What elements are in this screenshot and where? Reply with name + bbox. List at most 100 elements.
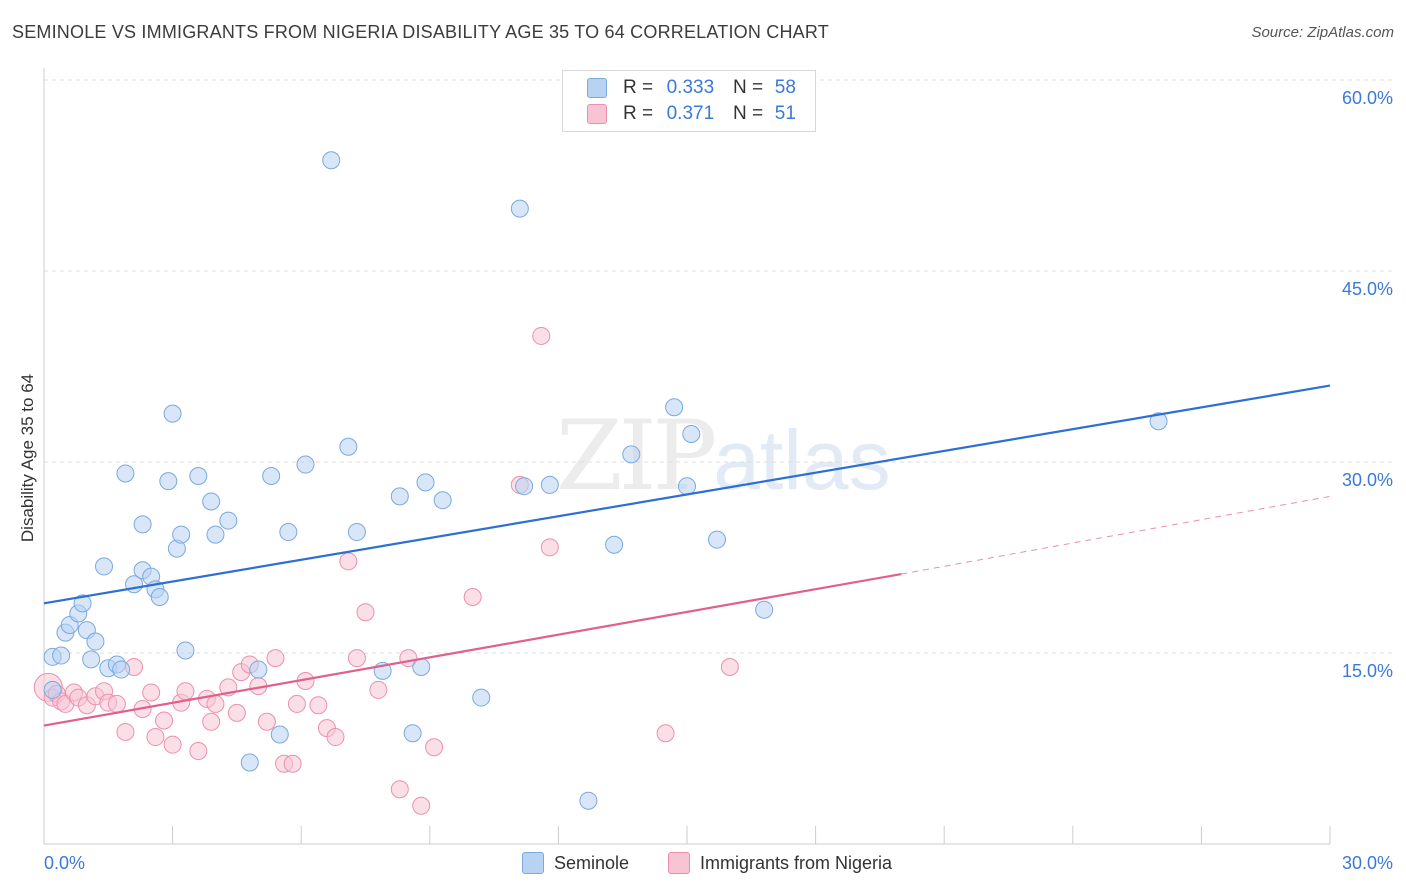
point-seminole: [116, 464, 135, 483]
point-nigeria: [287, 694, 306, 713]
legend-row-nigeria: R = 0.371 N = 51: [587, 102, 802, 126]
point-nigeria: [176, 682, 195, 701]
point-seminole: [433, 491, 452, 510]
point-seminole: [678, 477, 696, 496]
point-seminole: [240, 753, 259, 772]
legend-swatch-seminole: [587, 78, 607, 98]
point-seminole: [270, 725, 289, 744]
point-seminole: [150, 587, 169, 606]
point-seminole: [322, 151, 341, 170]
point-seminole: [176, 641, 195, 660]
point-seminole: [86, 632, 105, 651]
legend-r-value: 0.333: [666, 77, 715, 98]
grid-lines: [44, 79, 1394, 654]
point-seminole: [52, 646, 71, 665]
point-seminole: [163, 404, 182, 423]
legend-item-nigeria: Immigrants from Nigeria: [668, 852, 892, 874]
point-seminole: [755, 600, 774, 619]
y-tick-label: 30.0%: [1342, 470, 1393, 490]
point-seminole: [73, 594, 92, 613]
point-nigeria: [257, 712, 276, 731]
point-seminole: [339, 437, 358, 456]
point-seminole: [133, 515, 152, 534]
point-seminole: [262, 467, 281, 486]
point-seminole: [510, 199, 529, 218]
point-seminole: [1149, 412, 1168, 431]
point-nigeria: [206, 694, 225, 713]
point-seminole: [43, 680, 62, 699]
y-axis-label: Disability Age 35 to 64: [18, 373, 37, 543]
point-nigeria: [425, 738, 444, 757]
point-seminole: [249, 660, 268, 679]
point-nigeria: [339, 552, 358, 571]
point-seminole: [515, 477, 534, 496]
point-nigeria: [266, 649, 285, 668]
point-nigeria: [463, 587, 482, 606]
point-seminole: [206, 525, 225, 544]
legend-top: R = 0.333 N = 58 R = 0.371 N = 51: [562, 70, 816, 132]
point-seminole: [279, 523, 298, 542]
chart-title: SEMINOLE VS IMMIGRANTS FROM NIGERIA DISA…: [12, 22, 829, 42]
point-nigeria: [369, 680, 388, 699]
point-nigeria: [356, 603, 375, 622]
point-nigeria: [412, 796, 431, 815]
legend-row-seminole: R = 0.333 N = 58: [587, 76, 802, 100]
point-seminole: [472, 688, 491, 707]
point-nigeria: [283, 754, 302, 773]
watermark-atlas: atlas: [713, 413, 891, 507]
point-nigeria: [720, 658, 739, 677]
legend-swatch-nigeria: [587, 104, 607, 124]
point-nigeria: [347, 649, 366, 668]
point-seminole: [416, 473, 435, 492]
legend-bottom-swatch-nigeria: [668, 852, 690, 874]
point-nigeria: [107, 694, 126, 713]
y-tick-label: 60.0%: [1342, 88, 1393, 108]
legend-bottom-label-seminole: Seminole: [554, 852, 630, 873]
legend-n-value: 58: [774, 77, 796, 98]
point-nigeria: [202, 712, 221, 731]
point-nigeria: [142, 683, 161, 702]
point-seminole: [296, 455, 315, 474]
point-seminole: [159, 472, 178, 491]
legend-n-label: N =: [732, 77, 764, 98]
point-seminole: [82, 650, 101, 669]
tick-labels: 15.0% 30.0% 45.0% 60.0% 0.0% 30.0%: [44, 88, 1393, 873]
point-seminole: [189, 467, 208, 486]
legend-item-seminole: Seminole: [522, 852, 629, 874]
point-seminole: [682, 424, 701, 443]
point-seminole: [390, 487, 409, 506]
trendline-seminole: [43, 384, 1331, 605]
legend-n-label: N =: [732, 103, 764, 124]
point-seminole: [665, 398, 684, 417]
point-seminole: [708, 530, 727, 549]
point-nigeria: [390, 780, 409, 799]
point-seminole: [112, 660, 131, 679]
y-tick-label: 45.0%: [1342, 279, 1393, 299]
series-seminole-points: [43, 151, 1168, 810]
x-tick-label: 30.0%: [1342, 853, 1393, 873]
legend-bottom-label-nigeria: Immigrants from Nigeria: [700, 852, 893, 873]
legend-r-value: 0.371: [666, 103, 715, 124]
point-nigeria: [189, 742, 208, 761]
point-seminole: [540, 475, 559, 494]
legend-bottom: Seminole Immigrants from Nigeria: [0, 852, 1406, 878]
point-seminole: [95, 557, 114, 576]
trendline-nigeria-extension: [901, 495, 1331, 575]
point-nigeria: [155, 711, 174, 730]
point-nigeria: [227, 703, 246, 722]
point-seminole: [172, 525, 191, 544]
legend-bottom-swatch-seminole: [522, 852, 544, 874]
point-nigeria: [540, 538, 559, 557]
point-seminole: [579, 791, 598, 810]
point-nigeria: [326, 728, 345, 747]
x-tick-label: 0.0%: [44, 853, 85, 873]
point-seminole: [347, 523, 366, 542]
point-nigeria: [116, 722, 135, 741]
axes: [43, 68, 1331, 845]
point-seminole: [403, 724, 422, 743]
point-seminole: [605, 535, 624, 554]
source-label: Source: ZipAtlas.com: [1251, 24, 1394, 41]
point-nigeria: [163, 735, 182, 754]
point-nigeria: [146, 728, 165, 747]
